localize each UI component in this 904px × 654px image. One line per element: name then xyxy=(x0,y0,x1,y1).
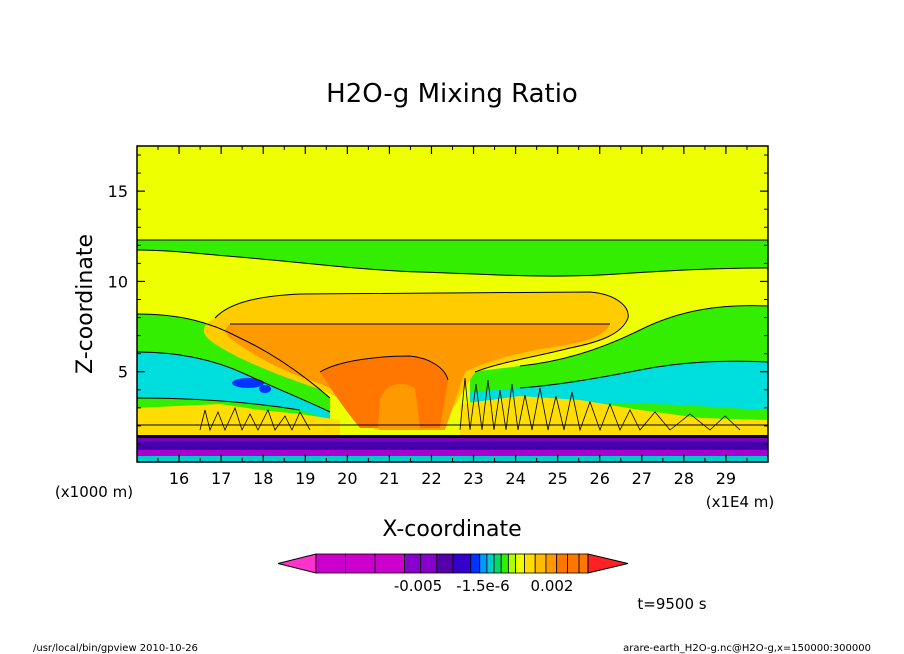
chart-title: H2O-g Mixing Ratio xyxy=(326,79,578,109)
contour-line-6 xyxy=(519,305,768,367)
x-tick-label: 26 xyxy=(590,469,610,488)
y-scale-note: (x1000 m) xyxy=(55,483,133,501)
x-tick-label: 19 xyxy=(295,469,315,488)
colorbar-swatch xyxy=(420,553,438,574)
colorbar-high-arrow xyxy=(587,553,629,574)
footer-left: /usr/local/bin/gpview 2010-10-26 xyxy=(33,643,198,654)
blue-patch-small xyxy=(259,385,271,393)
contour-line-10 xyxy=(319,355,449,381)
colorbar-swatch xyxy=(515,553,525,574)
colorbar-low-arrow xyxy=(277,553,317,574)
colorbar-swatch xyxy=(345,553,376,574)
contour-field xyxy=(137,146,768,462)
colorbar-swatch xyxy=(500,553,509,574)
colorbar-swatch xyxy=(436,553,454,574)
colorbar-swatch xyxy=(507,553,516,574)
core-dark-orange xyxy=(320,356,448,428)
contour-line-8 xyxy=(519,360,768,389)
contour-line-7 xyxy=(137,351,331,413)
x-tick-label: 29 xyxy=(716,469,736,488)
x-tick-label: 21 xyxy=(379,469,399,488)
colorbar-label: -0.005 xyxy=(394,577,442,595)
colorbar-swatch xyxy=(404,553,422,574)
x-tick-label: 22 xyxy=(421,469,441,488)
x-tick-label: 25 xyxy=(547,469,567,488)
colorbar-labels: -0.005 -1.5e-6 0.002 xyxy=(394,577,574,595)
x-tick-label: 17 xyxy=(211,469,231,488)
y-tick-label: 15 xyxy=(108,182,128,201)
x-tick-label: 24 xyxy=(505,469,525,488)
low-yellow-band-right xyxy=(460,396,768,436)
colorbar xyxy=(277,553,629,574)
colorbar-swatch xyxy=(578,553,589,574)
x-axis: 16 17 18 19 20 21 22 23 24 25 26 27 28 29 xyxy=(157,146,748,488)
x-tick-label: 20 xyxy=(337,469,357,488)
x-tick-label: 27 xyxy=(632,469,652,488)
x-tick-label: 28 xyxy=(674,469,694,488)
contour-line-9 xyxy=(137,397,301,411)
footer-right: arare-earth_H2O-g.nc@H2O-g,x=150000:3000… xyxy=(623,643,871,654)
time-label: t=9500 s xyxy=(637,595,706,613)
colorbar-label: 0.002 xyxy=(531,577,574,595)
colorbar-swatch xyxy=(486,553,495,574)
y-axis: 5 10 15 xyxy=(108,154,768,445)
turbulent-contours xyxy=(199,377,741,432)
contour-line-2 xyxy=(137,249,768,277)
colorbar-swatch xyxy=(452,553,472,574)
colorbar-swatch xyxy=(493,553,502,574)
contour-line-3 xyxy=(214,291,629,373)
surface-dark-purple xyxy=(137,442,768,450)
colorbar-swatch xyxy=(479,553,488,574)
y-axis-label: Z-coordinate xyxy=(73,234,98,374)
y-tick-label: 5 xyxy=(118,363,128,382)
band-upper-green xyxy=(137,240,768,277)
blue-patch xyxy=(232,378,264,388)
y-tick-label: 10 xyxy=(108,272,128,291)
x-axis-label: X-coordinate xyxy=(382,517,521,542)
colorbar-swatch xyxy=(567,553,580,574)
colorbar-swatch xyxy=(470,553,481,574)
x-tick-label: 23 xyxy=(463,469,483,488)
colorbar-swatch xyxy=(545,553,558,574)
colorbar-label: -1.5e-6 xyxy=(456,577,509,595)
colorbar-swatch xyxy=(315,553,346,574)
colorbar-swatch xyxy=(524,553,536,574)
surface-magenta xyxy=(137,450,768,456)
x-tick-label: 18 xyxy=(253,469,273,488)
surface-black-line xyxy=(137,435,768,438)
colorbar-swatch xyxy=(534,553,547,574)
colorbar-swatch xyxy=(374,553,405,574)
colorbar-swatch xyxy=(556,553,568,574)
contour-line-5 xyxy=(137,313,331,399)
x-scale-note: (x1E4 m) xyxy=(706,493,775,511)
x-tick-label: 16 xyxy=(169,469,189,488)
